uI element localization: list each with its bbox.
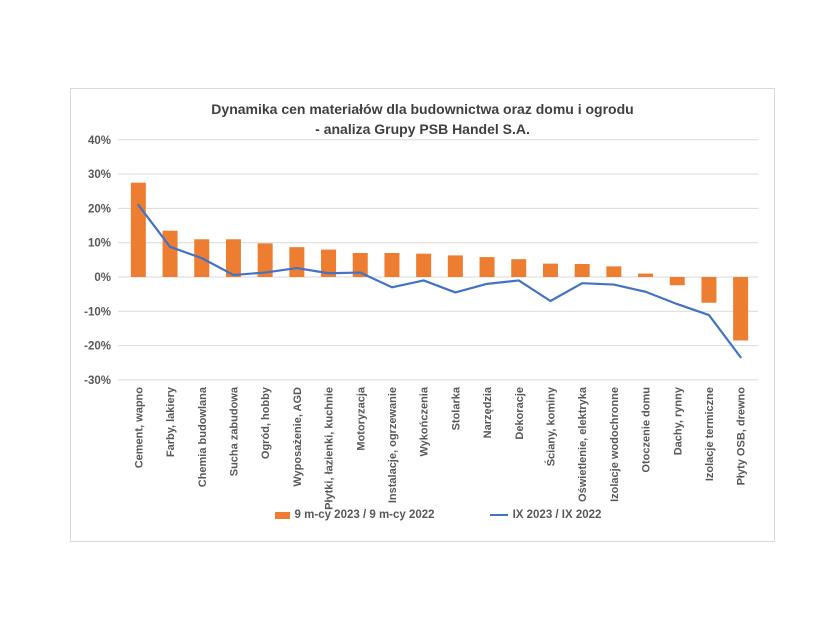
x-category-label: Izolacje wodochronne xyxy=(609,387,621,502)
x-category-label: Sucha zabudowa xyxy=(228,386,240,476)
bar xyxy=(447,255,463,277)
line-series-label: IX 2023 / IX 2022 xyxy=(512,509,602,521)
bar xyxy=(606,266,622,277)
bar xyxy=(162,230,178,277)
trend-line xyxy=(137,203,742,359)
x-category-label: Wykończenia xyxy=(419,386,431,456)
chart-frame: 40% 30% 20% 10% 0% -10% -20% -30% Cement, wapno F… xyxy=(70,88,775,542)
bar xyxy=(479,257,495,277)
x-category-label: Otoczenie domu xyxy=(641,387,653,473)
y-tick-label: 20% xyxy=(88,203,111,215)
legend-item-bar-series: 9 m-cy 2023 / 9 m-cy 2022 xyxy=(274,509,435,521)
x-category-label: Narzędzia xyxy=(482,386,494,438)
bar xyxy=(542,263,558,277)
bar xyxy=(733,277,749,341)
y-tick-label: 0% xyxy=(94,272,111,284)
chart-title-line2: - analiza Grupy PSB Handel S.A. xyxy=(315,121,530,137)
x-category-label: Farby, lakiery xyxy=(165,386,177,457)
chart-title: Dynamika cen materiałów dla budownictwa … xyxy=(71,99,774,139)
bar-series-swatch-icon xyxy=(274,511,290,519)
legend-item-line-series: IX 2023 / IX 2022 xyxy=(489,509,602,521)
x-category-label: Stolarka xyxy=(450,386,462,430)
y-tick-label: 10% xyxy=(88,238,111,250)
y-tick-label: 30% xyxy=(88,169,111,181)
x-category-label: Instalacje, ogrzewanie xyxy=(387,387,399,503)
x-category-label: Chemia budowlana xyxy=(197,386,209,487)
x-category-label: Dekoracje xyxy=(514,387,526,440)
x-category-label: Ogród, hobby xyxy=(260,386,272,459)
bar xyxy=(701,277,717,303)
bar xyxy=(574,263,590,277)
bar xyxy=(257,243,273,277)
bar xyxy=(416,253,432,277)
x-category-label: Ściany, kominy xyxy=(544,386,557,466)
line-series-swatch-icon xyxy=(489,514,508,516)
x-category-label: Cement, wapno xyxy=(133,387,145,469)
x-category-label: Wyposażenie, AGD xyxy=(292,387,304,487)
bar xyxy=(669,277,685,286)
x-category-label: Dachy, rynny xyxy=(672,386,684,455)
y-tick-label: 40% xyxy=(88,135,111,147)
plot-area: 40% 30% 20% 10% 0% -10% -20% -30% Cement, wapno F… xyxy=(84,135,758,510)
bar xyxy=(289,247,305,277)
x-category-label: Motoryzacja xyxy=(355,386,367,450)
bar xyxy=(352,252,368,277)
bar xyxy=(225,239,241,277)
y-tick-label: -20% xyxy=(84,341,111,353)
chart-title-line1: Dynamika cen materiałów dla budownictwa … xyxy=(211,101,634,117)
bar xyxy=(638,273,654,277)
legend: 9 m-cy 2023 / 9 m-cy 2022 IX 2023 / IX 2… xyxy=(118,509,758,521)
bar-series-label: 9 m-cy 2023 / 9 m-cy 2022 xyxy=(294,509,435,521)
x-category-label: Oświetlenie, elektryka xyxy=(577,386,589,502)
bar xyxy=(321,249,337,277)
y-tick-label: -10% xyxy=(84,306,111,318)
bar xyxy=(130,182,146,277)
bar xyxy=(511,259,527,277)
x-category-label: Płyty OSB, drewno xyxy=(736,387,748,486)
x-category-label: Izolacje termiczne xyxy=(704,387,716,481)
y-tick-label: -30% xyxy=(84,375,111,387)
bar xyxy=(384,252,400,277)
x-category-label: Płytki, łazienki, kuchnie xyxy=(324,387,336,510)
